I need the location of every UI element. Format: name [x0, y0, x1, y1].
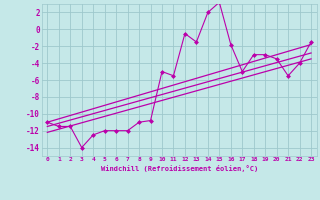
X-axis label: Windchill (Refroidissement éolien,°C): Windchill (Refroidissement éolien,°C)	[100, 165, 258, 172]
